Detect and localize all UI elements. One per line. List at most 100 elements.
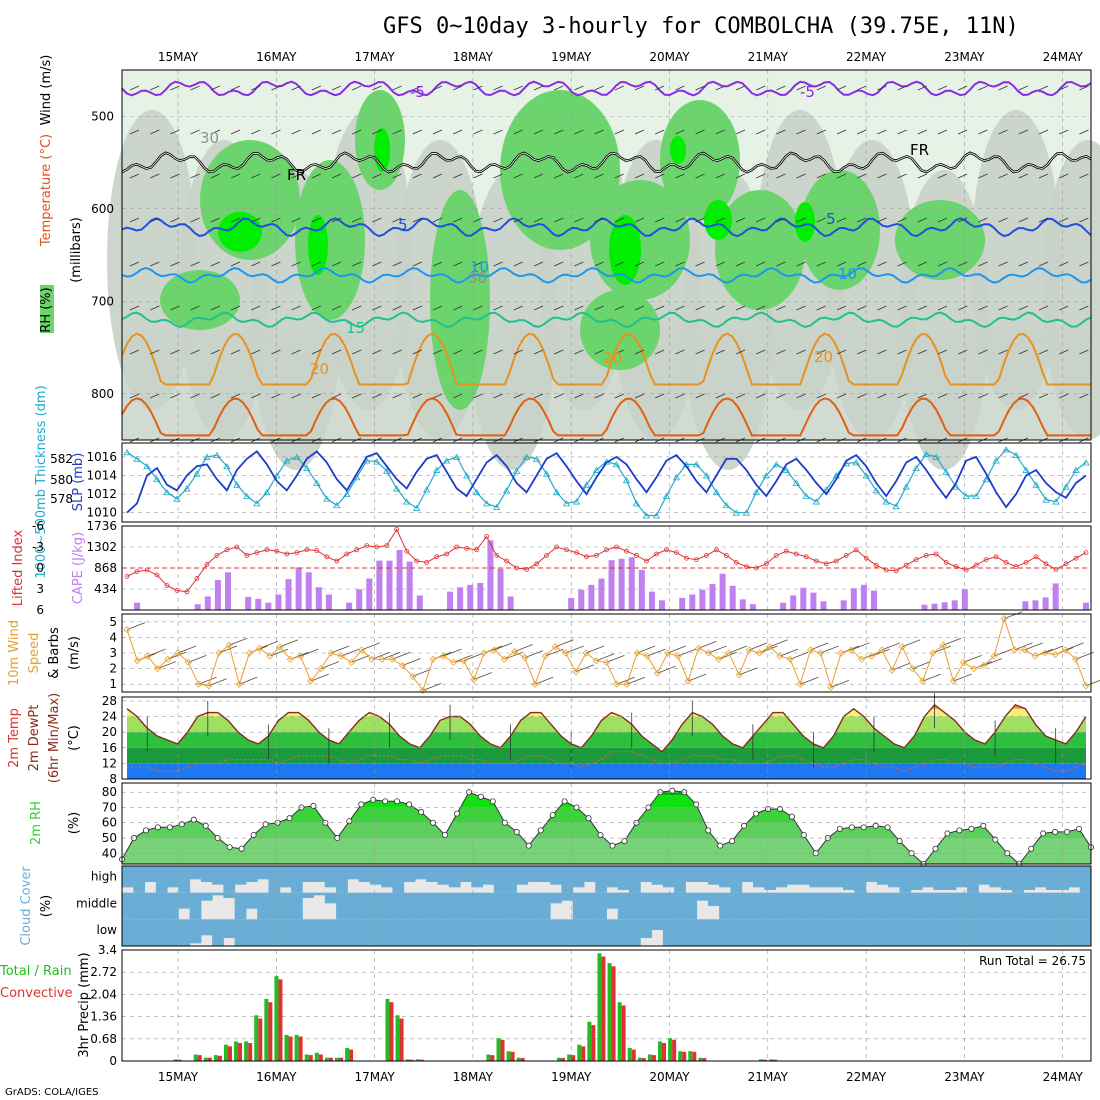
wind-barb — [473, 305, 483, 311]
precip-conv-bar — [419, 1059, 424, 1061]
wind-barb — [836, 349, 847, 355]
rh-marker — [872, 822, 879, 829]
rh-marker — [394, 798, 401, 805]
wind-barb — [372, 85, 382, 91]
cloud-high-bar — [572, 866, 585, 888]
precip-conv-bar — [339, 1057, 344, 1061]
thickness-marker — [782, 466, 791, 473]
li-ytick: 0 — [36, 561, 44, 575]
wind-barb — [675, 173, 685, 179]
thickness-marker — [1012, 451, 1020, 458]
wind-barb — [129, 349, 140, 355]
wind-barb — [170, 349, 180, 355]
cloud-middle-bar — [865, 892, 878, 920]
wind10m-barb — [494, 642, 513, 651]
wind-barb — [150, 393, 160, 399]
li-marker — [664, 547, 669, 553]
cloud-high-bar — [730, 866, 743, 893]
precip-total-bar — [688, 1051, 693, 1061]
li-marker — [1043, 561, 1049, 567]
cloud-low-bar — [955, 919, 968, 946]
wind-barb — [453, 85, 463, 91]
cape-bar — [638, 569, 645, 610]
wind-barb — [210, 393, 220, 399]
wind-barb — [251, 85, 261, 91]
precip-total-bar — [223, 1044, 228, 1061]
wind-barb — [776, 173, 786, 179]
wind-barb — [1059, 217, 1069, 223]
thickness-marker — [323, 495, 331, 502]
cloud-low-bar — [1034, 919, 1047, 946]
wind10m-barb — [371, 651, 391, 660]
wind-barb — [816, 349, 826, 355]
wind10m-barb — [677, 648, 697, 657]
thickness-marker — [273, 472, 281, 479]
wind-marker — [1021, 646, 1029, 654]
cloud-low-bar — [471, 919, 484, 946]
rh-marker — [860, 824, 867, 831]
wind-barb — [1018, 305, 1028, 311]
precip-ytick: 1.36 — [90, 1010, 117, 1024]
cloud-low-bar — [876, 919, 889, 946]
wind-marker — [939, 641, 947, 649]
rh-band — [122, 838, 1091, 864]
cloud-high-bar — [595, 866, 607, 893]
cloud-middle-bar — [775, 892, 788, 920]
cloud-middle-bar — [178, 892, 191, 909]
cape-ytick: 1736 — [86, 519, 117, 533]
wind10m-barb — [279, 639, 299, 648]
li-marker — [614, 544, 619, 550]
wind-barb — [978, 349, 988, 355]
cloud-high-bar — [133, 866, 146, 893]
cloud-high-bar — [910, 866, 923, 890]
thickness-marker — [203, 453, 211, 460]
wind-barb — [594, 173, 604, 179]
contour-temp_15 — [121, 311, 1092, 329]
precip-total-bar — [304, 1054, 309, 1061]
wind-barb — [1079, 217, 1089, 223]
cloud-middle-bar — [921, 892, 934, 920]
wind-barb — [453, 393, 463, 399]
li-marker — [494, 553, 500, 558]
wind-barb — [1079, 85, 1089, 91]
thickness-marker — [622, 476, 631, 484]
wind-barb — [917, 261, 927, 267]
thickness-marker — [502, 487, 511, 494]
wind-barb — [392, 393, 402, 399]
wind-barb — [230, 173, 241, 179]
wind-barb — [614, 173, 624, 179]
thickness-marker — [1002, 446, 1010, 453]
cloud-low-bar — [572, 919, 585, 946]
wind-ylabel-1: 10m Wind — [7, 620, 22, 686]
thickness-marker — [393, 485, 401, 492]
li-marker — [644, 558, 649, 564]
wind-barb — [917, 349, 927, 355]
rh-marker — [717, 842, 724, 849]
cloud-low-bar — [674, 919, 686, 946]
wind-marker — [857, 655, 866, 663]
wind10m-barb — [361, 642, 380, 651]
wind-marker — [1072, 655, 1080, 663]
li-marker — [584, 554, 589, 560]
cloud-high-bar — [707, 866, 720, 885]
precip-frame — [121, 949, 1092, 1062]
wind-barb — [574, 173, 584, 179]
wind-barb — [917, 217, 927, 223]
cloud-low-bar — [426, 919, 438, 946]
wind-barb — [594, 261, 604, 267]
cape-bar — [194, 604, 201, 610]
wind-barb — [776, 129, 786, 135]
thick-ytick: 582 — [50, 452, 73, 466]
rh-blob-mid — [295, 160, 365, 320]
wind-barb — [170, 393, 180, 399]
cloud-low-bar — [1057, 919, 1069, 946]
wind-marker — [174, 649, 182, 657]
temp-ytick: 20 — [102, 725, 117, 739]
cape-bar — [1022, 601, 1029, 610]
li-marker — [1023, 560, 1029, 565]
wind-barb — [958, 129, 968, 135]
thickness-marker — [213, 451, 221, 458]
wind-marker — [347, 658, 356, 666]
rh-marker — [190, 816, 197, 823]
rh-marker — [788, 813, 795, 820]
